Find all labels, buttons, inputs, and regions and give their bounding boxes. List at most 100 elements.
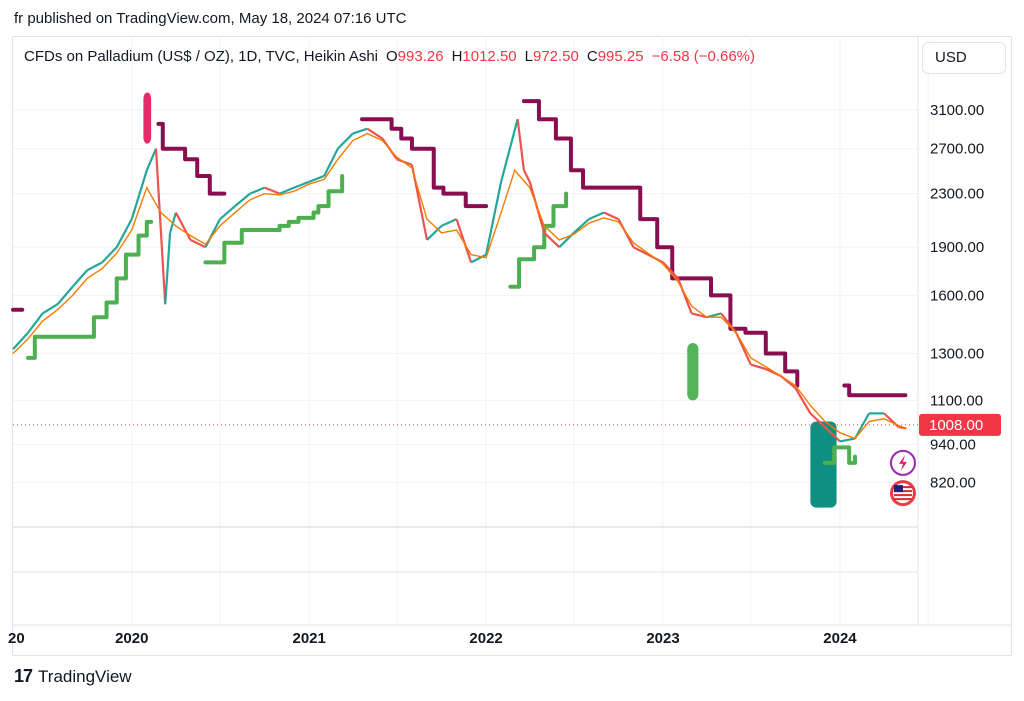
price-segment (441, 218, 457, 227)
price-segment (323, 148, 339, 177)
lightning-bolt (898, 454, 907, 471)
currency-selector[interactable]: USD (922, 42, 1006, 74)
flag-canton (893, 485, 903, 493)
price-tick-label: 940.00 (930, 436, 976, 453)
flag-stripe (893, 498, 912, 501)
price-segment (264, 186, 281, 195)
price-tick-label: 2700.00 (930, 141, 984, 158)
high-label: H (451, 48, 463, 65)
last-price-label: 1008.00 (929, 417, 983, 434)
price-tick-label: 1900.00 (930, 239, 984, 256)
price-segment (154, 148, 167, 305)
price-segment (691, 312, 707, 319)
price-segment (854, 412, 871, 440)
price-segment (485, 181, 503, 255)
change-value: −6.58 (−0.66%) (651, 48, 756, 65)
price-segment (366, 127, 383, 140)
long-stop-line (26, 219, 154, 360)
price-segment (234, 192, 251, 207)
price-segment (455, 218, 473, 263)
last-price-badge (919, 413, 1001, 436)
price-segment (839, 437, 856, 443)
price-segment (189, 238, 206, 249)
time-tick-label: 2021 (292, 630, 325, 647)
open-value: 993.26 (397, 48, 444, 65)
publish-info: fr published on TradingView.com, May 18,… (14, 10, 407, 27)
stop-lines (11, 99, 908, 465)
high-value: 1012.50 (462, 48, 517, 65)
price-segment (662, 261, 679, 280)
open-label: O (386, 48, 398, 65)
price-segment (677, 277, 693, 314)
price-segment (219, 205, 236, 220)
time-tick-label: 2020 (115, 630, 148, 647)
price-segment (543, 232, 561, 248)
price-segment (809, 412, 826, 428)
price-segment (164, 232, 172, 305)
price-segment (500, 118, 519, 183)
event-icons (889, 449, 916, 507)
signal-marker (810, 421, 837, 508)
price-segment (470, 253, 487, 264)
price-segment (174, 212, 192, 241)
price-segment (56, 286, 74, 305)
price-tick-label: 3100.00 (930, 102, 984, 119)
price-segment (352, 127, 368, 135)
price-segment (603, 211, 619, 221)
time-tick-label: 2024 (823, 630, 857, 647)
price-segment (130, 169, 148, 220)
signal-marker (143, 92, 152, 144)
price-tick-label: 2300.00 (930, 186, 984, 203)
price-segment (71, 269, 88, 288)
close-value: 995.25 (597, 48, 644, 65)
price-segment (824, 426, 841, 443)
short-stop-line (156, 121, 227, 196)
footer-brand: 17 TradingView (14, 666, 132, 687)
long-stop-line (822, 445, 857, 465)
price-series (12, 118, 907, 443)
long-stop-line (203, 173, 345, 265)
price-segment (632, 246, 649, 256)
price-segment (588, 211, 605, 221)
chart-legend: CFDs on Palladium (US$ / OZ), 1D, TVC, H… (24, 48, 755, 65)
time-tick-label: 20 (8, 630, 25, 647)
time-tick-label: 2023 (646, 630, 679, 647)
price-segment (336, 132, 354, 150)
short-stop-line (842, 383, 908, 398)
price-segment (41, 303, 59, 315)
price-segment (12, 332, 29, 350)
price-segment (573, 218, 590, 234)
price-segment (293, 180, 310, 189)
signal-marker (687, 342, 699, 401)
tradingview-logo-icon: 17 (14, 666, 33, 686)
price-tick-label: 1600.00 (930, 287, 984, 304)
chart-frame (12, 36, 1012, 656)
long-stop-line (508, 191, 569, 289)
price-segment (249, 186, 265, 195)
moving-average-line (12, 132, 907, 440)
price-segment (516, 119, 526, 171)
close-label: C (586, 48, 598, 65)
price-segment (145, 148, 158, 171)
price-tick-label: 820.00 (930, 475, 976, 492)
brand-name: TradingView (38, 666, 132, 686)
price-axis: 820.00 940.00 1100.00 1300.00 1600.00 1900.00… (930, 102, 984, 492)
price-segment (308, 174, 325, 183)
price-segment (750, 363, 767, 371)
price-segment (86, 261, 103, 272)
signal-markers (143, 92, 837, 508)
price-segment (115, 218, 133, 248)
price-segment (204, 218, 221, 248)
time-axis: 2020 2021 2022 2023 2024 20 (8, 630, 857, 647)
last-price-marker: 1008.00 (13, 413, 1001, 436)
price-segment (794, 387, 812, 414)
us-flag-event-icon[interactable] (889, 480, 916, 507)
price-tick-label: 1300.00 (930, 346, 984, 363)
symbol-title: CFDs on Palladium (US$ / OZ), 1D, TVC, H… (24, 48, 378, 65)
flag-stripe (893, 494, 912, 497)
price-segment (101, 246, 118, 264)
price-segment (426, 225, 443, 241)
lightning-event-icon[interactable] (889, 449, 916, 476)
price-segment (279, 186, 295, 195)
